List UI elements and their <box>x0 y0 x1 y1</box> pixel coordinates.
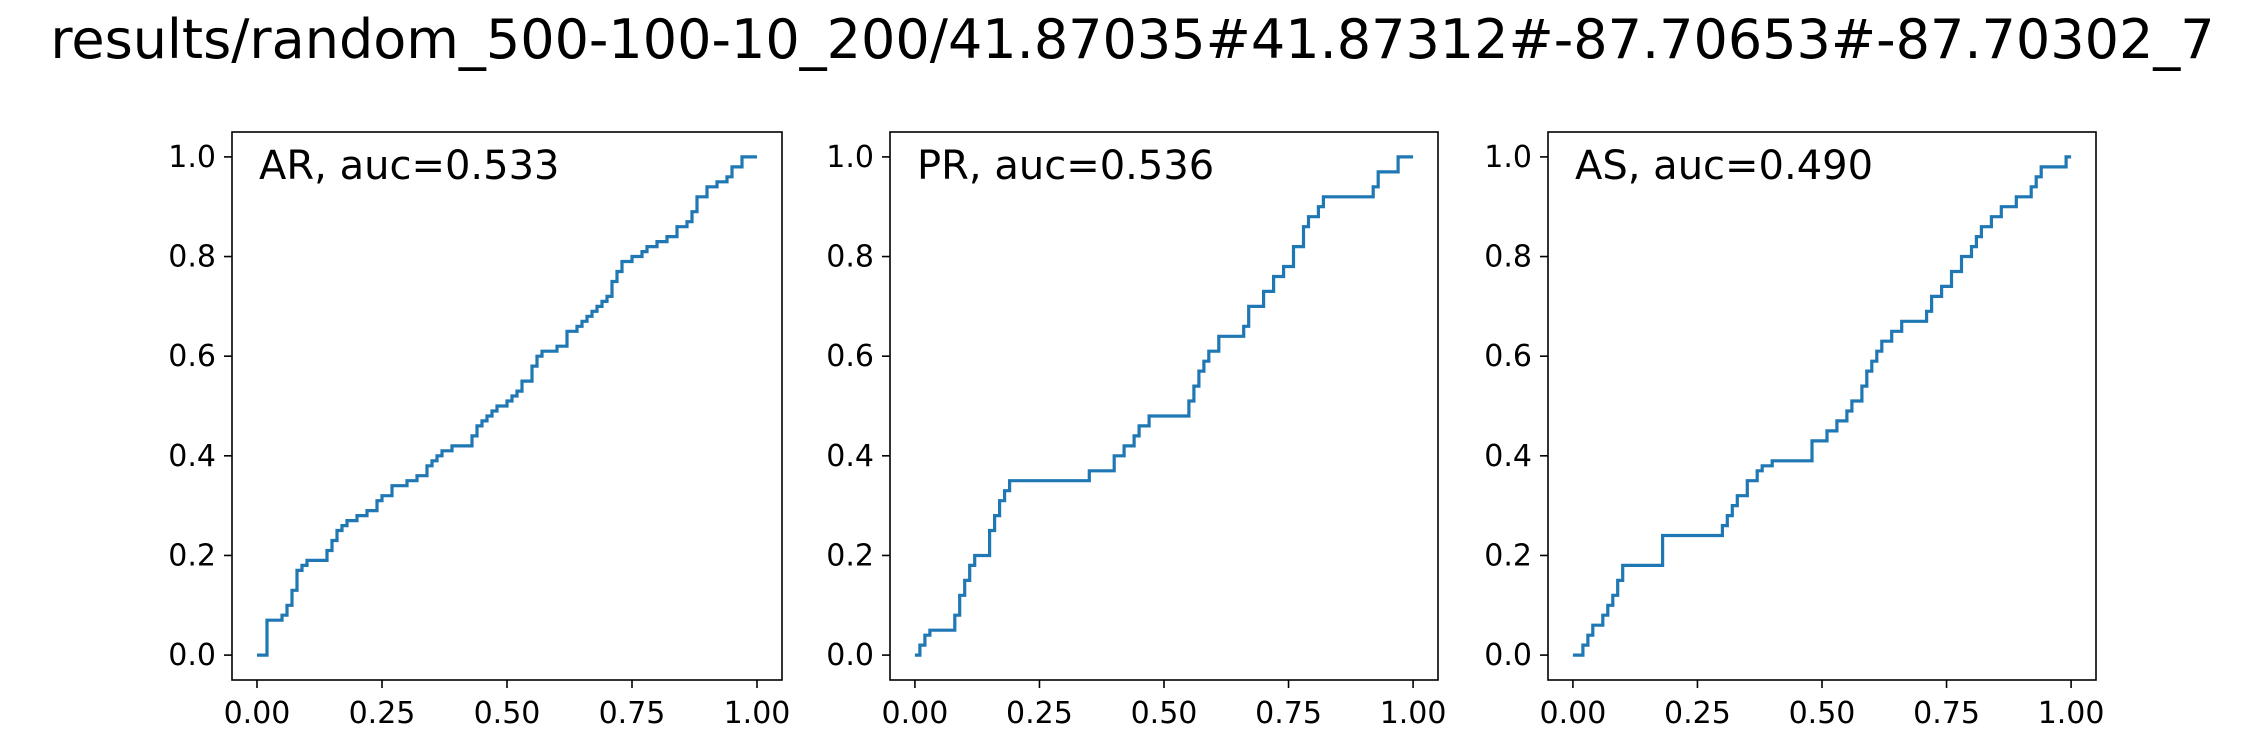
y-tick-label: 1.0 <box>1484 140 1532 175</box>
x-tick-label: 0.75 <box>599 696 666 731</box>
y-tick-label: 0.2 <box>826 538 874 573</box>
y-tick-label: 0.8 <box>826 240 874 275</box>
x-tick-label: 1.00 <box>724 696 791 731</box>
y-tick-label: 0.8 <box>1484 240 1532 275</box>
y-tick-label: 0.4 <box>168 439 216 474</box>
chart-panel-1: 0.00 0.25 0.50 0.75 1.00 0.0 0.2 0.4 0.6 0.8 1.0 AR… <box>168 131 791 731</box>
x-tick-label: 1.00 <box>1380 696 1447 731</box>
y-tick-label: 1.0 <box>826 140 874 175</box>
chart-panel-3: 0.00 0.25 0.50 0.75 1.00 0.0 0.2 0.4 0.6 0.8 1.0 AS… <box>1484 131 2105 731</box>
y-tick-label: 0.2 <box>1484 538 1532 573</box>
y-tick-label: 1.0 <box>168 140 216 175</box>
y-tick-label: 0.0 <box>826 638 874 673</box>
x-tick-label: 1.00 <box>2038 696 2105 731</box>
y-tick-label: 0.4 <box>1484 439 1532 474</box>
x-tick-label: 0.00 <box>224 696 291 731</box>
x-tick-label: 0.50 <box>1789 696 1856 731</box>
y-tick-label: 0.6 <box>1484 339 1532 374</box>
y-tick-label: 0.2 <box>168 538 216 573</box>
panel-label: AR, auc=0.533 <box>259 143 559 189</box>
x-tick-label: 0.50 <box>1131 696 1198 731</box>
figure-title: results/random_500-100-10_200/41.87035#4… <box>50 8 2215 71</box>
x-tick-label: 0.25 <box>349 696 416 731</box>
panel-label: AS, auc=0.490 <box>1575 143 1873 189</box>
roc-curve-line <box>914 155 1414 657</box>
axes-frame <box>889 131 1439 681</box>
y-tick-label: 0.4 <box>826 439 874 474</box>
panel-label: PR, auc=0.536 <box>917 143 1214 189</box>
x-tick-label: 0.00 <box>1540 696 1607 731</box>
roc-curve-line <box>257 155 757 657</box>
x-tick-label: 0.75 <box>1913 696 1980 731</box>
roc-curve-line <box>1572 155 2072 657</box>
x-tick-label: 0.50 <box>474 696 541 731</box>
y-tick-label: 0.6 <box>168 339 216 374</box>
y-tick-label: 0.6 <box>826 339 874 374</box>
axes-frame <box>1547 131 2097 681</box>
x-tick-label: 0.25 <box>1664 696 1731 731</box>
x-tick-label: 0.25 <box>1006 696 1073 731</box>
x-tick-label: 0.00 <box>882 696 949 731</box>
x-tick-label: 0.75 <box>1255 696 1322 731</box>
y-tick-label: 0.0 <box>168 638 216 673</box>
y-tick-label: 0.0 <box>1484 638 1532 673</box>
chart-panel-2: 0.00 0.25 0.50 0.75 1.00 0.0 0.2 0.4 0.6 0.8 1.0 PR… <box>826 131 1447 731</box>
y-tick-label: 0.8 <box>168 240 216 275</box>
